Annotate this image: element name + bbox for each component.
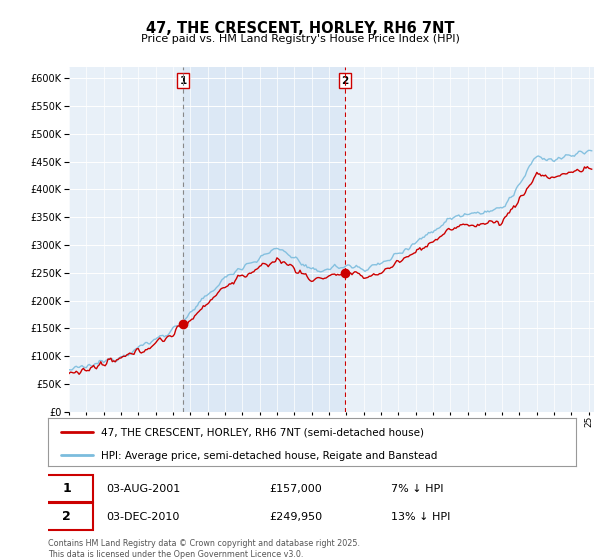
Text: Price paid vs. HM Land Registry's House Price Index (HPI): Price paid vs. HM Land Registry's House … xyxy=(140,34,460,44)
Text: 47, THE CRESCENT, HORLEY, RH6 7NT (semi-detached house): 47, THE CRESCENT, HORLEY, RH6 7NT (semi-… xyxy=(101,428,424,437)
Bar xyxy=(183,67,345,412)
Text: 47, THE CRESCENT, HORLEY, RH6 7NT: 47, THE CRESCENT, HORLEY, RH6 7NT xyxy=(146,21,454,36)
Text: 13% ↓ HPI: 13% ↓ HPI xyxy=(391,512,451,521)
FancyBboxPatch shape xyxy=(40,475,93,502)
Text: HPI: Average price, semi-detached house, Reigate and Banstead: HPI: Average price, semi-detached house,… xyxy=(101,451,437,461)
Text: 1: 1 xyxy=(179,76,187,86)
Text: Contains HM Land Registry data © Crown copyright and database right 2025.
This d: Contains HM Land Registry data © Crown c… xyxy=(48,539,360,559)
Text: £249,950: £249,950 xyxy=(270,512,323,521)
Text: 2: 2 xyxy=(341,76,349,86)
Text: 03-DEC-2010: 03-DEC-2010 xyxy=(106,512,179,521)
Text: 03-AUG-2001: 03-AUG-2001 xyxy=(106,484,181,493)
Text: 7% ↓ HPI: 7% ↓ HPI xyxy=(391,484,444,493)
FancyBboxPatch shape xyxy=(40,503,93,530)
Text: 1: 1 xyxy=(62,482,71,495)
Text: 2: 2 xyxy=(62,510,71,523)
Text: £157,000: £157,000 xyxy=(270,484,323,493)
